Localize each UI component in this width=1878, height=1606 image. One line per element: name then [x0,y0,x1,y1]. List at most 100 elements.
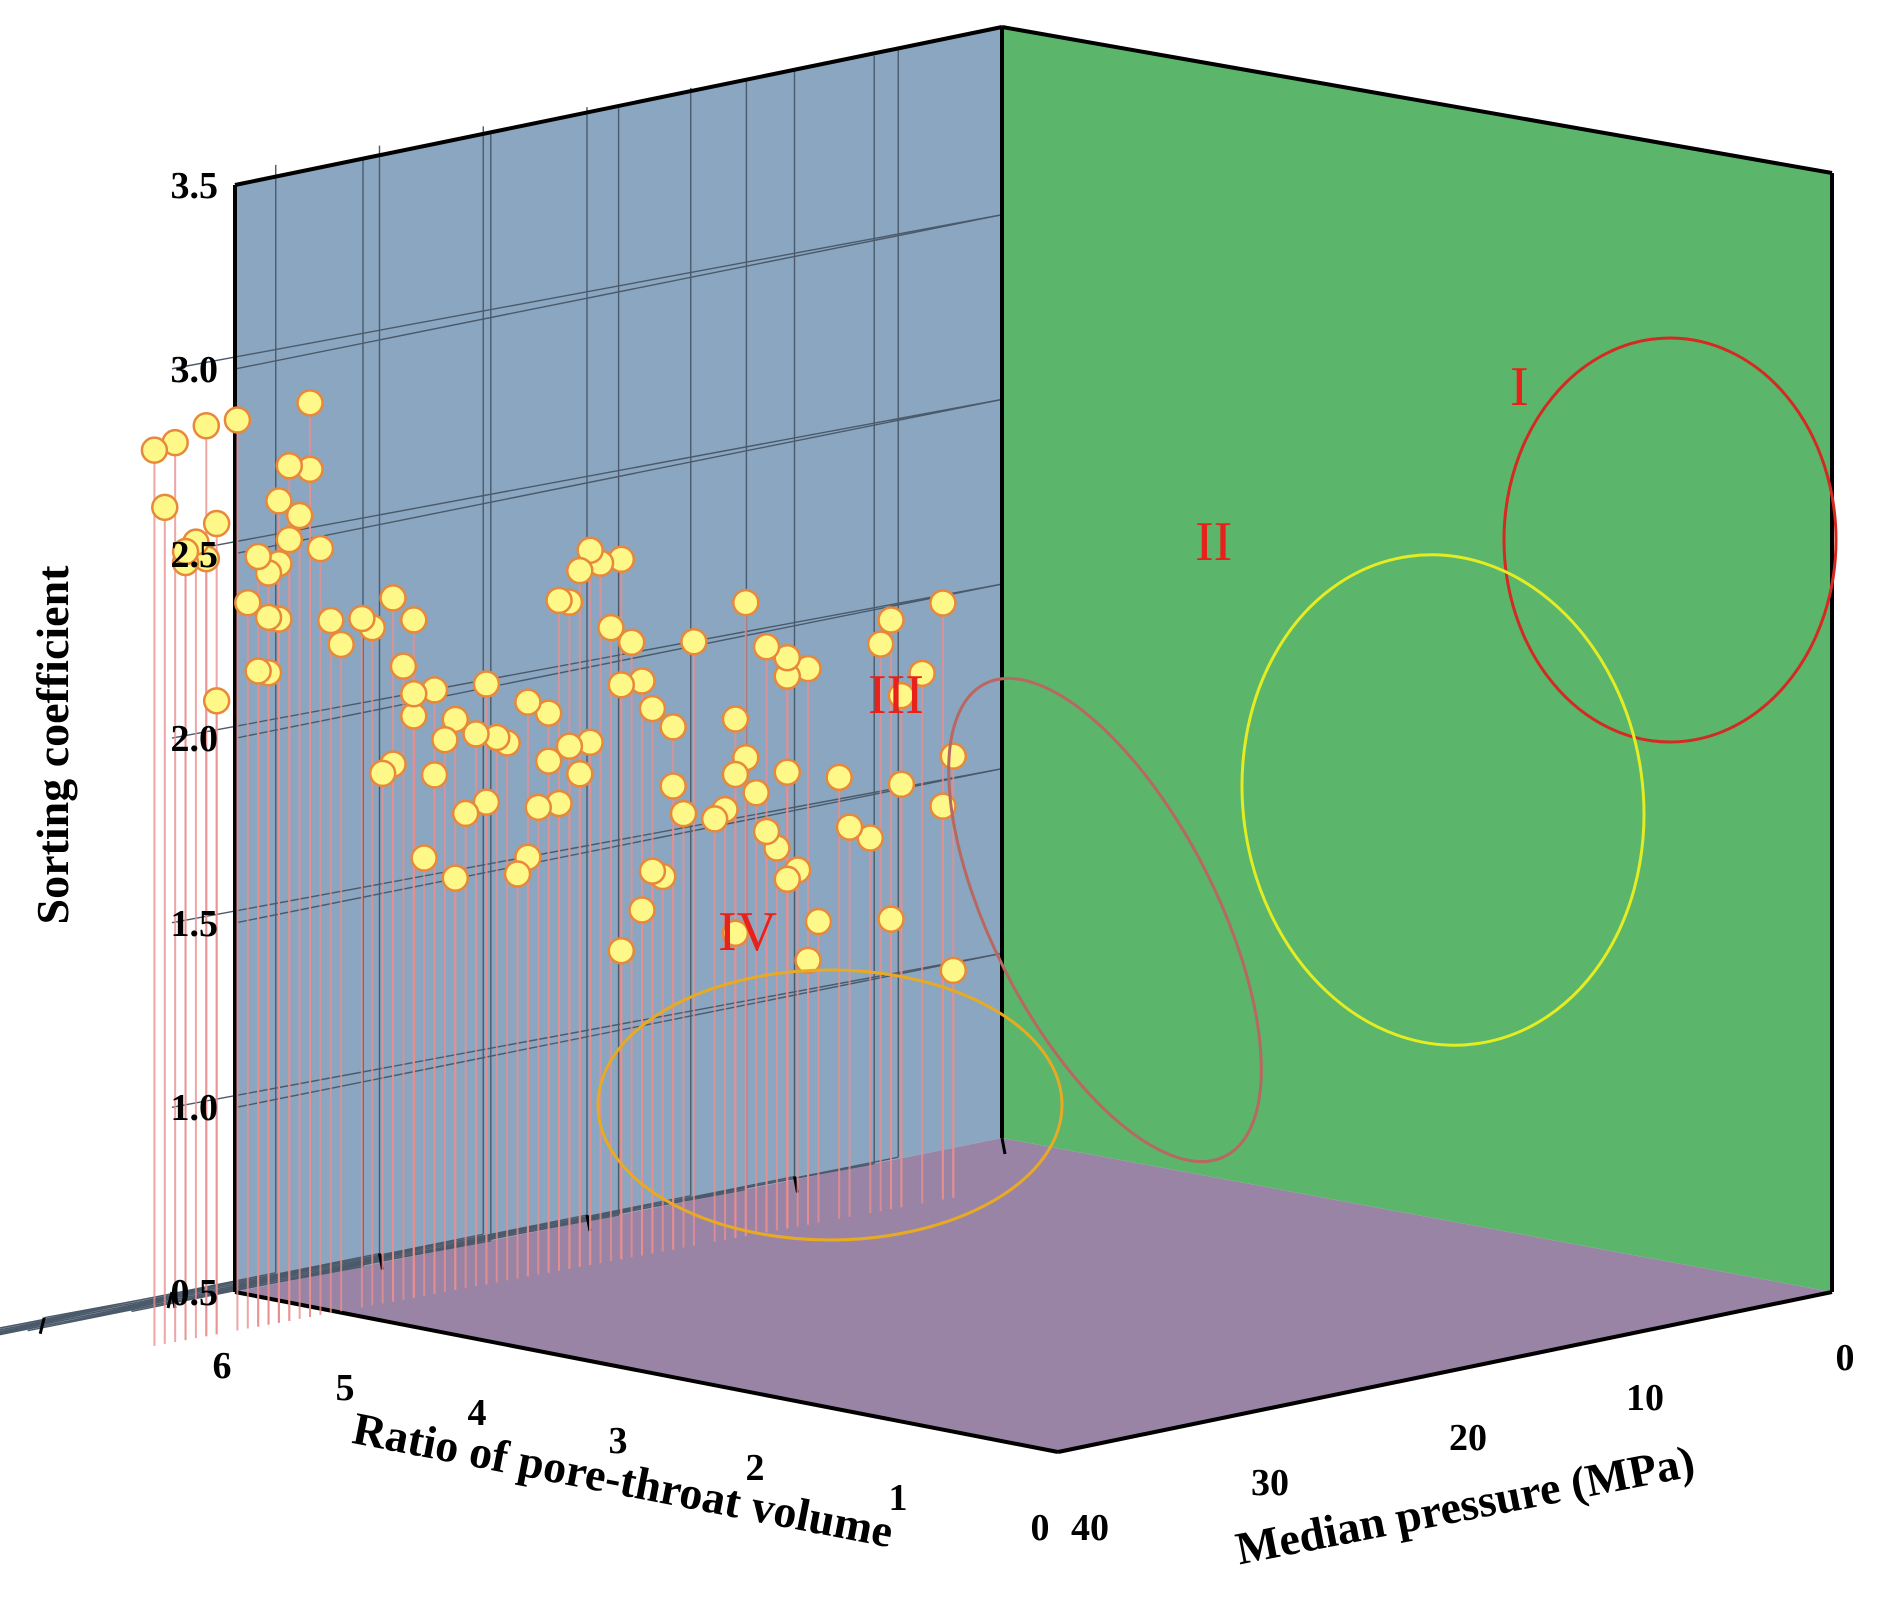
data-point [296,389,324,417]
data-point [721,919,750,947]
data-point [285,501,314,530]
data-point [908,659,936,688]
right-wall-top-edge [1001,25,1833,175]
grid-line-floor [0,1195,691,1336]
data-point [410,844,438,872]
data-point [804,907,833,936]
data-point [617,628,646,657]
data-markers [140,389,968,985]
data-point [866,630,895,658]
data-point [368,759,397,788]
data-point [773,865,802,894]
data-point [732,588,760,617]
cluster-label-ii: II [1195,511,1232,573]
data-point [265,487,293,515]
x-tick-label: 0 [1031,1507,1050,1549]
data-point [607,936,636,965]
data-point [597,613,625,642]
stems [153,402,955,1346]
x-tick-label: 1 [889,1477,908,1519]
cluster-ellipse-i [1502,336,1838,744]
cluster-ellipses [596,336,1838,1242]
data-point [835,813,864,841]
x-tick-label: 6 [213,1345,232,1387]
cluster-labels: I II III IV [718,356,1529,963]
data-point [794,946,822,975]
data-point [451,799,480,828]
cluster-label-i: I [1510,356,1529,418]
z-axis-title: Sorting coefficient [27,565,78,925]
data-point [700,805,729,833]
data-point [223,406,252,434]
y-tick-label: 40 [1071,1507,1109,1549]
data-point [317,606,345,635]
right-wall [1002,27,1832,1292]
grid-line-floor [0,1233,484,1333]
z-tick-labels: 0.5 1.0 1.5 2.0 2.5 3.0 3.5 [171,165,219,1314]
data-point [669,799,698,828]
data-point [234,588,262,617]
data-point [721,705,750,733]
cluster-label-iv: IV [718,901,777,963]
y-tick-label: 0 [1836,1337,1855,1379]
cluster-ellipse-ii [1240,553,1646,1047]
grid-line-floor [0,1272,276,1329]
data-point [773,758,802,786]
data-point [939,742,968,770]
data-point [202,509,231,538]
floor-front-left-edge [234,1290,1059,1454]
x-tick-label: 3 [609,1420,628,1462]
grid-line-floor [0,1252,380,1331]
data-point [441,864,470,892]
z-tick-label: 2.0 [171,718,219,760]
data-point [638,857,667,885]
data-point [607,671,636,699]
data-point [202,687,231,715]
x-tick-label: 4 [468,1392,487,1434]
cluster-ellipse-iv [596,968,1064,1242]
y-tick-label: 30 [1251,1462,1289,1504]
left-wall-top-edge [234,25,1003,187]
cluster-label-iii: III [868,664,924,726]
data-point [721,760,750,789]
data-point [752,633,781,661]
data-point [244,657,272,685]
y-tick-label: 10 [1626,1377,1664,1419]
z-tick-label: 0.5 [171,1272,219,1314]
data-point [306,534,335,563]
z-tick-label: 1.0 [171,1087,219,1129]
data-point [389,652,418,680]
grid-line-floor [0,1214,588,1334]
data-point [254,603,283,632]
z-tick-label: 3.5 [171,165,219,207]
data-point [244,542,272,571]
data-point [752,817,781,846]
data-point [420,761,449,789]
y-tick-label: 20 [1449,1417,1487,1459]
data-point [503,860,532,888]
data-point [171,537,200,566]
data-point [939,956,968,985]
data-point [742,779,770,807]
data-point [929,589,957,617]
z-tick-label: 3.0 [171,349,219,391]
grid-line-floor [131,1156,899,1313]
data-point [887,681,916,710]
data-point [192,412,221,440]
floor-front-right-edge [1057,1290,1833,1454]
data-point [140,436,169,464]
x-tick-mark [38,1317,46,1335]
data-point [327,630,355,659]
data-point [680,628,708,656]
data-point [275,452,304,480]
box-edges [38,25,1834,1454]
data-point [887,770,916,799]
data-point [151,493,179,522]
z-tick-label: 2.5 [171,534,219,576]
data-point [638,694,667,723]
data-point [877,606,905,634]
data-point [659,713,687,741]
x-tick-label: 5 [336,1367,355,1409]
y-tick-labels: 0 10 20 30 40 [1071,1337,1855,1549]
